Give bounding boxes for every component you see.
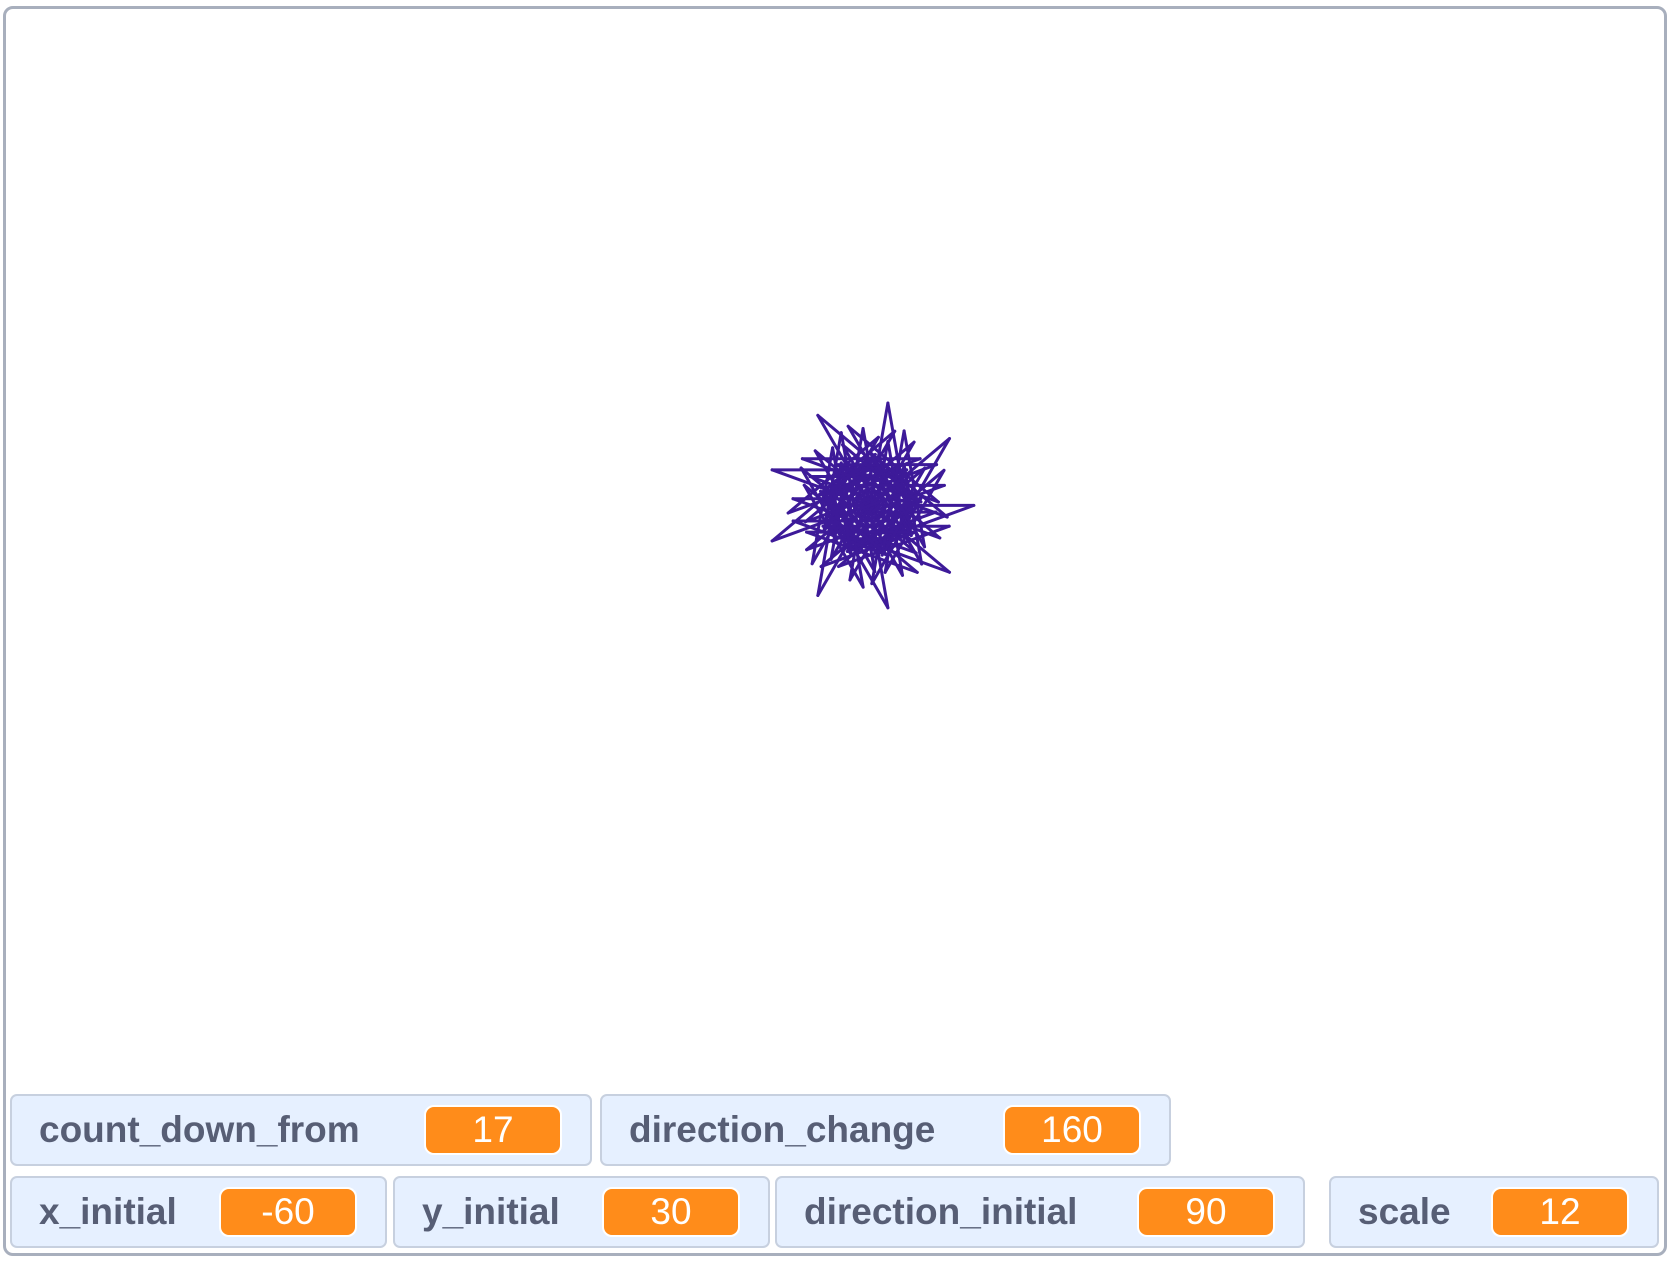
monitor-value: 17 xyxy=(424,1105,562,1155)
pen-segment xyxy=(902,467,913,513)
monitor-label: x_initial xyxy=(39,1191,177,1232)
monitor-value: 12 xyxy=(1491,1187,1629,1237)
monitor-label: direction_initial xyxy=(804,1191,1078,1232)
monitor-direction-initial[interactable]: direction_initial 90 xyxy=(775,1176,1305,1248)
monitor-value: 160 xyxy=(1003,1105,1141,1155)
monitor-label: count_down_from xyxy=(39,1109,360,1150)
pen-segment xyxy=(829,503,841,510)
monitor-count-down-from[interactable]: count_down_from 17 xyxy=(10,1094,592,1166)
pen-trail xyxy=(770,401,976,610)
pen-segment xyxy=(823,484,835,530)
monitor-label: direction_change xyxy=(629,1109,936,1150)
monitor-x-initial[interactable]: x_initial -60 xyxy=(10,1176,387,1248)
monitor-label: scale xyxy=(1358,1191,1451,1232)
monitor-label: y_initial xyxy=(422,1191,560,1232)
monitor-value: -60 xyxy=(219,1187,357,1237)
monitor-y-initial[interactable]: y_initial 30 xyxy=(393,1176,770,1248)
stage[interactable]: count_down_from 17 direction_change 160 … xyxy=(3,6,1667,1256)
pen-segment xyxy=(893,480,913,513)
monitor-value: 90 xyxy=(1137,1187,1275,1237)
monitor-value: 30 xyxy=(602,1187,740,1237)
monitor-scale[interactable]: scale 12 xyxy=(1329,1176,1659,1248)
pen-segment xyxy=(831,484,840,521)
pen-drawing xyxy=(770,401,976,610)
monitor-direction-change[interactable]: direction_change 160 xyxy=(600,1094,1171,1166)
